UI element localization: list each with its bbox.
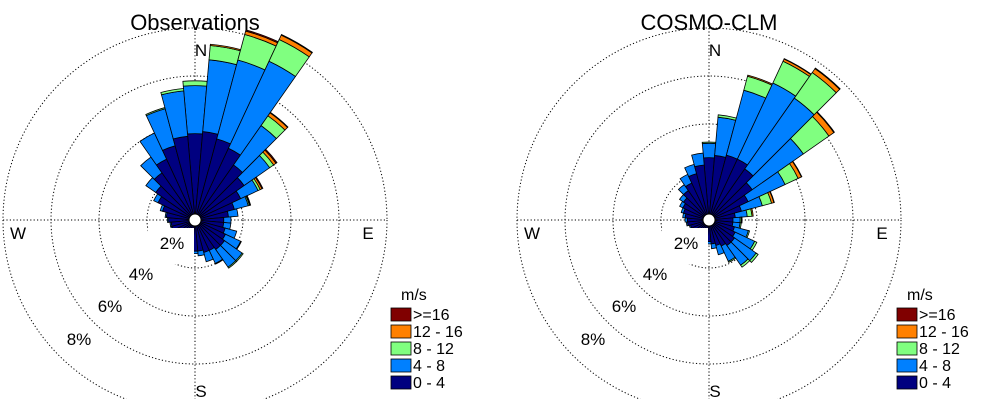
wedge-170deg-4-8: [710, 242, 717, 250]
rose-center: [702, 213, 716, 227]
wedge-70deg--16: [769, 190, 775, 204]
wedge-90deg-12-16: [740, 216, 743, 224]
cardinal-e: E: [362, 224, 373, 243]
legend-swatch: [390, 324, 412, 339]
legend-label: 4 - 8: [919, 358, 951, 375]
wedge-140deg-8-12: [740, 258, 751, 268]
rose-grid: [2, 27, 388, 399]
legend-label: >=16: [413, 307, 450, 324]
cardinal-w: W: [524, 224, 540, 243]
wedge-80deg-12-16: [750, 208, 754, 217]
wedge-50deg--16: [264, 148, 278, 164]
ring-label-2pct: 2%: [674, 234, 699, 253]
wedge-90deg-4-8: [223, 216, 232, 224]
ring-label-4pct: 4%: [129, 265, 154, 284]
wedge-350deg-8-12: [160, 88, 185, 96]
wedge-350deg-4-8: [691, 152, 705, 168]
cardinal-n: N: [195, 41, 207, 60]
ring-label-8pct: 8%: [67, 330, 92, 349]
legend-label: 0 - 4: [413, 375, 445, 392]
legend-swatch: [390, 358, 412, 373]
wedge-40deg--16: [814, 67, 841, 90]
chart-title: Observations: [130, 10, 260, 35]
wedge-30deg--16: [280, 33, 313, 54]
ring-4pct: [98, 123, 292, 317]
ring-label-6pct: 6%: [612, 297, 637, 316]
legend-swatch: [390, 341, 412, 356]
wedge-70deg--16: [246, 195, 252, 206]
wedge-270deg-4-8: [684, 217, 688, 223]
legend-swatch: [896, 341, 918, 356]
ring-4pct: [612, 123, 806, 317]
ring-label-backdrop: [662, 228, 708, 264]
wedge-0deg-4-8: [701, 142, 717, 159]
legend-swatch: [390, 307, 412, 322]
wedge-150deg-8-12: [214, 258, 224, 265]
legend-title: m/s: [907, 287, 933, 304]
cardinal-s: S: [709, 382, 720, 399]
wedge-150deg-8-12: [727, 256, 737, 263]
legend-swatch: [896, 375, 918, 390]
wedge-60deg--16: [791, 160, 803, 178]
cardinal-w: W: [10, 224, 26, 243]
legend-label: 8 - 12: [919, 341, 960, 358]
rose-wedges: [677, 58, 841, 268]
wedge-50deg--16: [816, 111, 835, 134]
legend-title: m/s: [401, 287, 427, 304]
legend-swatch: [390, 375, 412, 390]
legend-label: 12 - 16: [919, 324, 969, 341]
ring-label-backdrop: [148, 228, 194, 264]
wedge-260deg-4-8: [685, 221, 689, 227]
legend-swatch: [896, 358, 918, 373]
wedge-160deg-4-8: [203, 249, 214, 263]
legend-label: 0 - 4: [919, 375, 951, 392]
wedge-0deg-8-12: [701, 141, 717, 144]
cardinal-s: S: [195, 382, 206, 399]
wedge-80deg-4-8: [226, 208, 239, 218]
cardinal-e: E: [876, 224, 887, 243]
wedge-160deg-4-8: [715, 243, 725, 256]
wind-rose-cosmo-clm: COSMO-CLM 2% 4% 6% 8% N E S W m/s >=1612…: [516, 10, 969, 399]
ring-label-8pct: 8%: [581, 330, 606, 349]
legend-label: >=16: [919, 307, 956, 324]
wedge-40deg--16: [269, 111, 289, 129]
legend-swatch: [896, 324, 918, 339]
legend-label: 4 - 8: [413, 358, 445, 375]
legend-label: 12 - 16: [413, 324, 463, 341]
legend-label: 8 - 12: [413, 341, 454, 358]
rose-center: [188, 213, 202, 227]
wedge-130deg-8-12: [749, 252, 759, 263]
legend-swatch: [896, 307, 918, 322]
wedge-140deg-8-12: [227, 260, 238, 269]
rose-grid: [516, 27, 902, 399]
wedge-260deg-4-8: [169, 221, 173, 228]
wedge-270deg-4-8: [167, 217, 170, 223]
ring-label-2pct: 2%: [160, 234, 185, 253]
wedge-170deg-4-8: [197, 249, 205, 257]
cardinal-n: N: [709, 41, 721, 60]
ring-label-4pct: 4%: [643, 265, 668, 284]
chart-title: COSMO-CLM: [641, 10, 778, 35]
wedge-60deg--16: [254, 176, 264, 190]
wind-rose-observations: Observations 2% 4% 6% 8% N E S W m/s >=1…: [2, 10, 463, 399]
wedge-0deg-8-12: [182, 80, 208, 87]
ring-label-6pct: 6%: [98, 297, 123, 316]
